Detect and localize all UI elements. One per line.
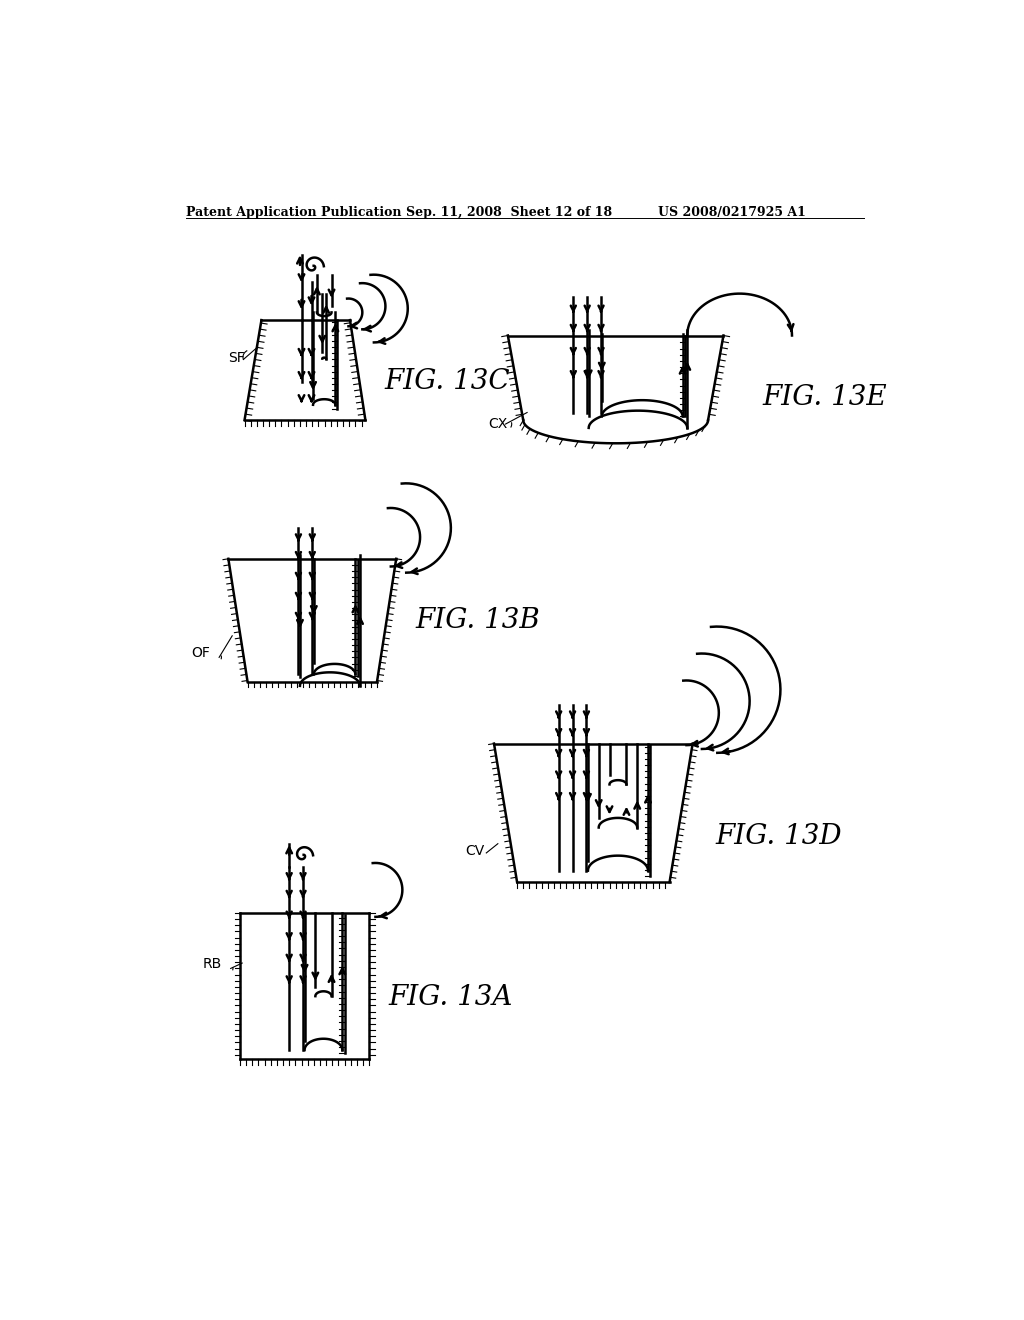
Text: FIG. 13B: FIG. 13B bbox=[416, 607, 541, 634]
Text: CV: CV bbox=[466, 845, 484, 858]
Text: OF: OF bbox=[191, 647, 210, 660]
Text: RB: RB bbox=[202, 957, 221, 972]
Text: CX: CX bbox=[488, 417, 508, 430]
Text: FIG. 13A: FIG. 13A bbox=[388, 985, 513, 1011]
Text: Patent Application Publication: Patent Application Publication bbox=[186, 206, 401, 219]
Text: FIG. 13E: FIG. 13E bbox=[762, 384, 887, 411]
Text: Sep. 11, 2008  Sheet 12 of 18: Sep. 11, 2008 Sheet 12 of 18 bbox=[407, 206, 612, 219]
Text: US 2008/0217925 A1: US 2008/0217925 A1 bbox=[658, 206, 806, 219]
Text: SF: SF bbox=[227, 351, 245, 366]
Text: FIG. 13C: FIG. 13C bbox=[385, 368, 510, 395]
Text: FIG. 13D: FIG. 13D bbox=[716, 822, 843, 850]
